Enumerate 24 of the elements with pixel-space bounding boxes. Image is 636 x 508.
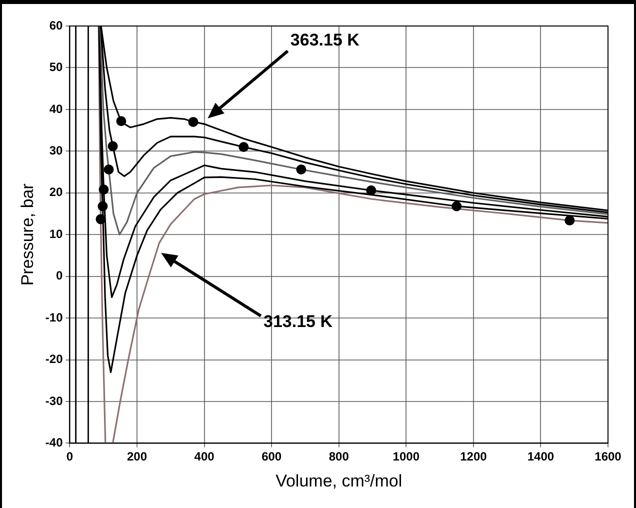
y-tick-label: 60 (49, 18, 64, 32)
x-tick-label: 600 (262, 450, 282, 464)
y-tick-label: -30 (45, 394, 64, 408)
annotation: 363.15 K (290, 30, 360, 50)
y-tick-label: 20 (49, 185, 64, 200)
y-tick-label: 40 (49, 102, 64, 116)
x-tick-label: 0 (66, 450, 74, 464)
y-tick-label: -20 (45, 352, 64, 366)
x-tick-label: 1400 (527, 450, 554, 464)
x-tick-label: 1200 (460, 450, 488, 464)
x-tick-label: 400 (194, 450, 215, 464)
y-tick-label: 10 (49, 226, 64, 241)
annotation: 313.15 K (264, 312, 334, 331)
x-axis-title: Volume, cm³/mol (276, 471, 402, 490)
y-axis-title: Pressure, bar (18, 183, 37, 286)
y-tick-label: 0 (56, 268, 64, 283)
x-tick-label: 1600 (594, 450, 622, 464)
y-tick-label: 50 (49, 60, 64, 74)
y-tick-label: 30 (49, 143, 64, 158)
x-tick-label: 1000 (392, 450, 420, 464)
x-tick-label: 200 (127, 450, 148, 464)
y-tick-label: -10 (45, 310, 64, 324)
y-tick-label: -40 (45, 436, 64, 450)
x-tick-label: 800 (328, 450, 350, 464)
